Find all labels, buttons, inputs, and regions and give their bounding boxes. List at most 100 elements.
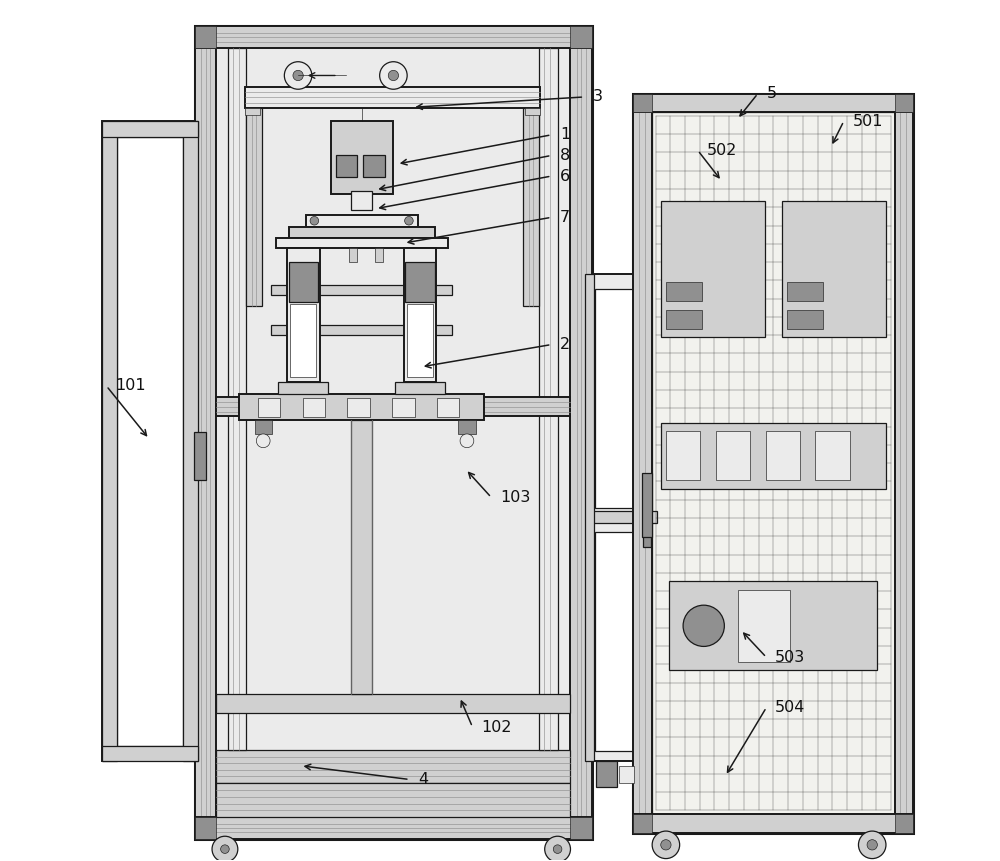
Bar — [102, 121, 117, 761]
Bar — [363, 156, 385, 177]
Bar — [589, 511, 657, 523]
Bar — [815, 431, 850, 480]
Bar — [407, 304, 433, 377]
Bar — [585, 274, 661, 761]
Text: 501: 501 — [852, 114, 883, 128]
Bar — [245, 87, 540, 108]
Bar — [246, 108, 262, 306]
Bar — [183, 121, 198, 761]
Bar — [271, 325, 452, 335]
Bar — [643, 505, 651, 547]
Bar — [289, 238, 297, 248]
Bar — [351, 420, 372, 694]
Bar — [895, 814, 913, 833]
Circle shape — [460, 434, 474, 448]
Bar — [595, 288, 650, 508]
Text: 502: 502 — [706, 143, 737, 158]
Circle shape — [405, 216, 413, 225]
Bar — [331, 121, 393, 194]
Text: 8: 8 — [560, 148, 570, 163]
Bar — [633, 94, 913, 833]
Bar — [102, 746, 198, 761]
Bar — [595, 532, 650, 751]
Circle shape — [293, 71, 303, 81]
Circle shape — [652, 831, 680, 858]
Bar — [289, 226, 435, 238]
Bar — [738, 590, 790, 661]
Bar — [539, 48, 558, 750]
Bar — [652, 113, 895, 814]
Circle shape — [256, 434, 270, 448]
Bar — [336, 156, 357, 177]
Text: 2: 2 — [560, 337, 570, 352]
Text: 101: 101 — [115, 378, 146, 393]
Circle shape — [661, 839, 671, 850]
Bar — [195, 817, 216, 839]
Bar — [306, 214, 418, 226]
Text: 1: 1 — [560, 127, 570, 142]
Bar — [216, 783, 570, 817]
Circle shape — [212, 836, 238, 861]
Circle shape — [380, 62, 407, 90]
Bar — [195, 27, 216, 839]
Bar — [375, 248, 383, 262]
Circle shape — [545, 836, 570, 861]
Bar — [633, 94, 652, 833]
Bar — [195, 27, 216, 48]
Bar — [633, 814, 652, 833]
Text: 4: 4 — [418, 772, 428, 787]
Bar — [289, 262, 318, 301]
Bar — [895, 94, 913, 833]
Bar — [216, 398, 570, 417]
Circle shape — [858, 831, 886, 858]
Bar — [787, 282, 823, 301]
Bar — [716, 431, 750, 480]
Bar — [405, 262, 435, 301]
Bar — [216, 750, 570, 783]
Bar — [596, 761, 617, 787]
Bar — [661, 201, 765, 338]
Bar — [633, 94, 913, 113]
Bar — [766, 431, 800, 480]
Text: 103: 103 — [500, 490, 530, 505]
Bar — [351, 190, 372, 209]
Circle shape — [221, 845, 229, 853]
Bar — [303, 398, 325, 417]
Bar — [349, 248, 357, 262]
Bar — [661, 423, 886, 489]
Bar — [895, 94, 913, 113]
Bar — [619, 765, 634, 783]
Bar — [395, 381, 445, 394]
Bar — [666, 431, 700, 480]
Bar — [347, 398, 370, 417]
Bar — [669, 581, 877, 670]
Bar — [570, 27, 592, 839]
Circle shape — [683, 605, 724, 647]
Text: 5: 5 — [766, 86, 777, 101]
Text: 7: 7 — [560, 210, 570, 225]
Circle shape — [553, 845, 562, 853]
Bar — [228, 48, 246, 750]
Bar — [245, 108, 260, 115]
Bar — [426, 238, 435, 248]
Bar — [102, 121, 198, 137]
Bar — [271, 285, 452, 295]
Text: 503: 503 — [775, 650, 805, 665]
Text: 504: 504 — [775, 700, 805, 715]
Bar — [194, 432, 206, 480]
Bar — [424, 248, 432, 262]
Text: 3: 3 — [593, 90, 603, 104]
Bar — [239, 394, 484, 420]
Bar — [102, 121, 198, 761]
Bar — [782, 201, 886, 338]
Bar — [570, 27, 592, 48]
Bar — [255, 420, 272, 434]
Bar — [570, 817, 592, 839]
Bar — [195, 27, 592, 839]
Bar — [666, 310, 702, 329]
Bar — [195, 817, 592, 839]
Bar — [258, 398, 280, 417]
Circle shape — [310, 216, 319, 225]
Bar — [633, 814, 913, 833]
Bar — [666, 282, 702, 301]
